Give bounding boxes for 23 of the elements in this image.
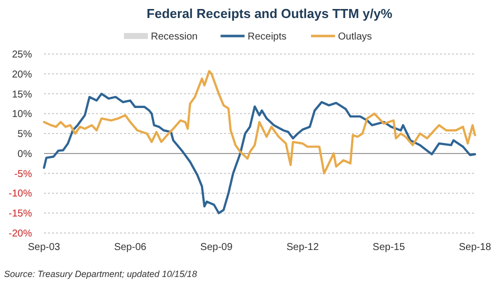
y-tick-label: 5% — [18, 129, 32, 140]
y-tick-label: -10% — [8, 188, 32, 200]
legend-label: Recession — [150, 32, 198, 42]
x-tick-label: Sep-03 — [28, 242, 61, 253]
x-tick-label: Sep-09 — [200, 242, 233, 253]
y-tick-label: -20% — [8, 228, 32, 240]
y-tick-label: -5% — [14, 168, 32, 180]
source-note: Source: Treasury Department; updated 10/15/18 — [4, 269, 197, 279]
legend-label: Receipts — [248, 32, 287, 42]
x-tick-label: Sep-12 — [286, 242, 320, 253]
x-tick-label: Sep-06 — [114, 242, 147, 253]
y-tick-label: 20% — [12, 69, 32, 80]
y-tick-label: 0% — [18, 148, 32, 160]
y-tick-label: 10% — [12, 109, 32, 120]
y-tick-label: -15% — [8, 208, 32, 220]
line-series — [42, 92, 476, 214]
x-tick-label: Sep-18 — [458, 242, 492, 253]
x-tick-label: Sep-15 — [372, 242, 406, 253]
legend-label: Outlays — [338, 32, 372, 42]
y-tick-label: 15% — [12, 89, 32, 100]
line-series — [42, 70, 476, 174]
chart-title: Federal Receipts and Outlays TTM y/y% — [146, 6, 393, 21]
y-tick-label: 25% — [12, 50, 32, 60]
